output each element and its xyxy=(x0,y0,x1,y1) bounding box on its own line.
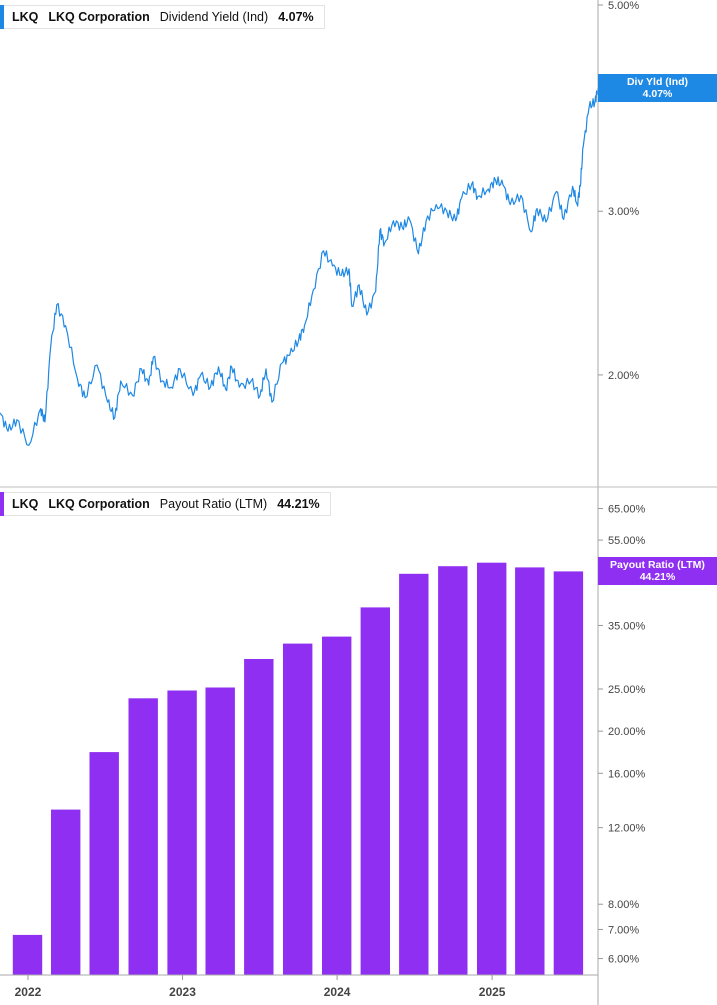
y-tick-label: 5.00% xyxy=(608,0,639,12)
payout-ratio-bar xyxy=(399,573,429,975)
payout-ratio-bar xyxy=(128,698,158,975)
payout-ratio-bar xyxy=(553,571,584,975)
y-tick-label: 12.00% xyxy=(608,823,646,835)
payout-ratio-bar xyxy=(515,567,545,975)
payout-ratio-bar xyxy=(244,659,274,975)
y-tick-label: 25.00% xyxy=(608,684,646,696)
payout-ratio-bar xyxy=(12,934,43,975)
badge-label: Payout Ratio (LTM) xyxy=(610,559,705,572)
payout-ratio-bar xyxy=(89,752,119,975)
legend-dividend-yield: LKQ LKQ Corporation Dividend Yield (Ind)… xyxy=(0,5,325,29)
y-tick-label: 35.00% xyxy=(608,620,646,632)
payout-ratio-bar xyxy=(360,607,390,975)
legend-swatch-bars xyxy=(0,492,4,516)
y-tick-label: 7.00% xyxy=(608,924,639,936)
y-tick-label: 6.00% xyxy=(608,954,639,966)
payout-ratio-bar xyxy=(51,809,81,975)
legend-ticker: LKQ xyxy=(12,497,39,511)
legend-company: LKQ Corporation xyxy=(48,10,150,24)
legend-swatch-line xyxy=(0,5,4,29)
badge-value: 4.07% xyxy=(642,88,673,101)
y-tick-label: 20.00% xyxy=(608,726,646,738)
x-tick-label: 2022 xyxy=(15,985,42,999)
payout-ratio-bar xyxy=(438,566,468,975)
legend-value: 4.07% xyxy=(278,10,314,24)
y-tick-label: 8.00% xyxy=(608,899,639,911)
x-tick-label: 2024 xyxy=(324,985,351,999)
dividend-yield-line xyxy=(0,88,599,446)
x-tick-label: 2025 xyxy=(479,985,506,999)
legend-value: 44.21% xyxy=(277,497,320,511)
y-tick-label: 55.00% xyxy=(608,535,646,547)
legend-metric: Payout Ratio (LTM) xyxy=(159,497,268,511)
y-tick-label: 3.00% xyxy=(608,206,639,218)
payout-ratio-bar xyxy=(283,643,313,975)
payout-ratio-bar xyxy=(167,690,197,975)
axis-layer: 5.00% 3.00% 2.00% 65.00% 55.00% 35.00% 25.00% 2… xyxy=(15,0,646,999)
x-tick-label: 2023 xyxy=(169,985,196,999)
legend-metric: Dividend Yield (Ind) xyxy=(159,10,269,24)
badge-label: Div Yld (Ind) xyxy=(626,76,689,89)
legend-company: LKQ Corporation xyxy=(48,497,150,511)
badge-value: 44.21% xyxy=(639,571,676,584)
plot-layer xyxy=(0,88,599,975)
payout-ratio-bar xyxy=(205,687,235,975)
last-value-badge-payout-ratio: Payout Ratio (LTM) 44.21% xyxy=(598,557,717,586)
y-tick-label: 16.00% xyxy=(608,768,646,780)
payout-ratio-bar xyxy=(322,636,352,975)
y-tick-label: 65.00% xyxy=(608,504,646,516)
payout-ratio-bar xyxy=(477,562,507,975)
legend-payout-ratio: LKQ LKQ Corporation Payout Ratio (LTM) 4… xyxy=(0,492,331,516)
y-tick-label: 2.00% xyxy=(608,370,639,382)
last-value-badge-dividend-yield: Div Yld (Ind) 4.07% xyxy=(598,74,717,103)
legend-ticker: LKQ xyxy=(12,10,39,24)
